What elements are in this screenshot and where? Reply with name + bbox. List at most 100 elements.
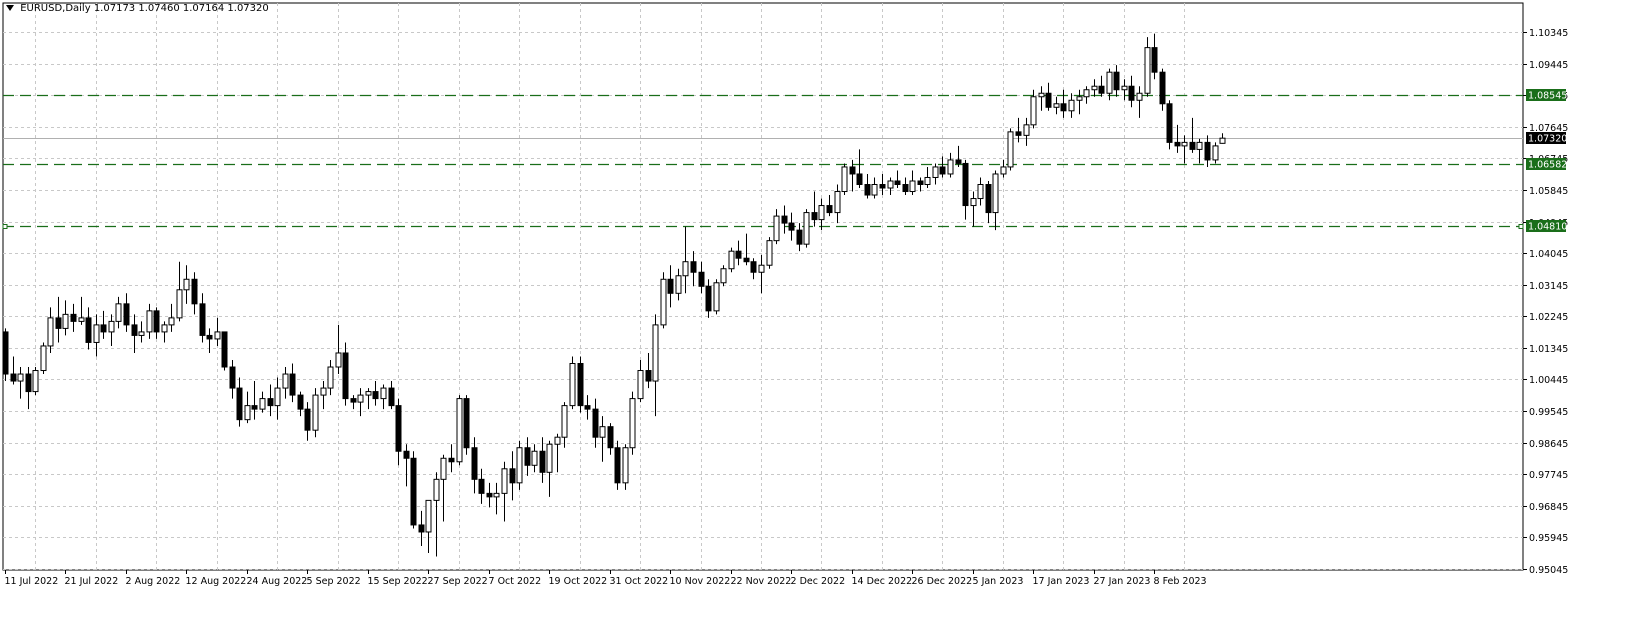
candle-body-bullish xyxy=(501,468,508,494)
candle-body-bearish xyxy=(894,180,901,186)
candle-body-bullish xyxy=(637,370,644,400)
x-tick-label: 17 Jan 2023 xyxy=(1033,576,1090,587)
candle-body-bearish xyxy=(509,468,516,484)
candle-body-bullish xyxy=(546,443,553,473)
candle-body-bullish xyxy=(599,426,606,438)
candle-body-bullish xyxy=(773,215,780,242)
y-tick-label: 0.99545 xyxy=(1529,407,1568,418)
candle-body-bearish xyxy=(85,317,92,343)
candle-body-bullish xyxy=(909,180,916,193)
candle-body-bearish xyxy=(1159,71,1166,105)
candle-body-bullish xyxy=(728,250,735,270)
level-line-handle[interactable] xyxy=(2,224,8,229)
candle-body-bullish xyxy=(720,268,727,284)
x-tick-label: 11 Jul 2022 xyxy=(5,576,59,587)
candle-body-bullish xyxy=(531,450,538,466)
x-tick-label: 14 Dec 2022 xyxy=(852,576,913,587)
candle-body-bullish xyxy=(516,447,523,484)
candle-body-bullish xyxy=(380,387,387,400)
candle-body-bullish xyxy=(176,289,183,319)
candle-body-bullish xyxy=(1053,103,1060,108)
candle-body-bullish xyxy=(183,278,190,291)
candle-body-bullish xyxy=(425,499,432,533)
y-tick-label: 0.96845 xyxy=(1529,502,1568,513)
candle-body-bearish xyxy=(221,331,228,368)
candle-body-bullish xyxy=(561,405,568,438)
x-tick-label: 5 Sep 2022 xyxy=(307,576,361,587)
candle-body-bearish xyxy=(524,447,531,466)
x-tick-label: 2 Aug 2022 xyxy=(126,576,181,587)
candle-body-bullish xyxy=(259,398,266,410)
candle-body-bearish xyxy=(350,398,357,403)
candle-body-bullish xyxy=(1136,92,1143,101)
candle-body-bearish xyxy=(592,408,599,438)
level-price-tag xyxy=(1526,220,1566,232)
x-tick-label: 24 Aug 2022 xyxy=(247,576,308,587)
candle-body-bullish xyxy=(440,457,447,480)
candle-body-bullish xyxy=(675,275,682,294)
candle-body-bullish xyxy=(47,317,54,347)
candle-body-bearish xyxy=(55,317,62,329)
candle-body-bearish xyxy=(735,250,742,259)
candle-body-bullish xyxy=(947,159,954,175)
candle-body-bullish xyxy=(1083,89,1090,98)
y-tick-label: 0.98645 xyxy=(1529,439,1568,450)
x-tick-label: 7 Oct 2022 xyxy=(489,576,542,587)
y-tick-label: 1.07645 xyxy=(1529,123,1568,134)
x-tick-label: 31 Oct 2022 xyxy=(610,576,669,587)
candle-body-bullish xyxy=(818,205,825,221)
candle-body-bearish xyxy=(939,166,946,175)
x-tick-label: 27 Jan 2023 xyxy=(1094,576,1151,587)
candle-body-bullish xyxy=(93,324,100,343)
candle-body-bearish xyxy=(902,184,909,193)
current-price-tag xyxy=(1526,132,1566,144)
candle-body-bullish xyxy=(108,320,115,333)
candle-body-bearish xyxy=(251,405,258,410)
candle-body-bullish xyxy=(62,313,69,329)
x-tick-label: 12 Aug 2022 xyxy=(186,576,247,587)
candle-body-bullish xyxy=(713,282,720,312)
x-tick-label: 21 Jul 2022 xyxy=(65,576,119,587)
candle-body-bearish xyxy=(788,222,795,231)
candle-body-bearish xyxy=(206,334,213,340)
candle-body-bearish xyxy=(403,450,410,459)
candle-body-bullish xyxy=(40,345,47,372)
x-tick-label: 15 Sep 2022 xyxy=(368,576,428,587)
candle-body-bullish xyxy=(456,398,463,463)
symbol-label: EURUSD,Daily xyxy=(20,3,91,14)
candle-body-bullish xyxy=(493,492,500,498)
candle-body-bearish xyxy=(2,331,9,375)
candle-body-bullish xyxy=(78,317,85,322)
candle-body-bearish xyxy=(614,447,621,484)
y-tick-label: 0.97745 xyxy=(1529,470,1568,481)
candle-body-bullish xyxy=(1068,99,1075,112)
candle-body-bearish xyxy=(539,450,546,473)
candle-body-bearish xyxy=(811,212,818,221)
candle-body-bullish xyxy=(146,310,153,333)
level-line-handle[interactable] xyxy=(1518,224,1524,229)
candle-body-bearish xyxy=(856,173,863,186)
candle-body-bearish xyxy=(100,324,107,333)
dropdown-triangle-icon[interactable] xyxy=(6,5,14,11)
candle-body-bullish xyxy=(554,436,561,445)
candle-body-bearish xyxy=(1151,47,1158,73)
candle-body-bullish xyxy=(932,166,939,178)
ohlc-readout: 1.07173 1.07460 1.07164 1.07320 xyxy=(93,3,269,14)
candle-body-bullish xyxy=(834,191,841,214)
x-tick-label: 8 Feb 2023 xyxy=(1154,576,1207,587)
candle-body-bullish xyxy=(841,166,848,193)
y-tick-label: 1.05845 xyxy=(1529,186,1568,197)
candle-body-bullish xyxy=(977,184,984,200)
y-tick-label: 1.09445 xyxy=(1529,60,1568,71)
candle-body-bearish xyxy=(1015,131,1022,136)
plot-area[interactable] xyxy=(2,2,1524,571)
candle-body-bullish xyxy=(1038,92,1045,98)
candle-body-bearish xyxy=(1045,92,1052,108)
candle-body-bearish xyxy=(917,180,924,186)
candle-body-bearish xyxy=(478,478,485,494)
x-tick-label: 26 Dec 2022 xyxy=(912,576,973,587)
y-tick-label: 0.95045 xyxy=(1529,565,1568,576)
y-tick-label: 1.03145 xyxy=(1529,281,1568,292)
